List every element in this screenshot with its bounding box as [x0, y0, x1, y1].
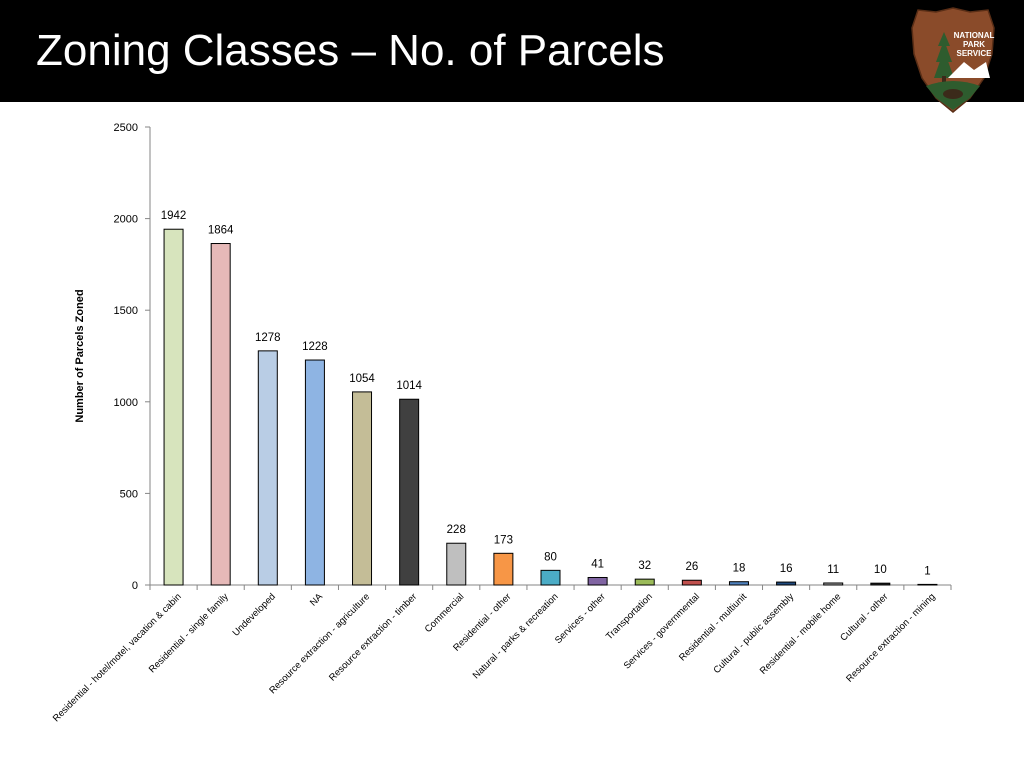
- data-label: 26: [685, 561, 698, 573]
- nps-arrowhead-logo: NATIONAL PARK SERVICE: [911, 7, 995, 113]
- category-label: Resource extraction - timber: [327, 591, 419, 683]
- y-tick-label: 500: [120, 488, 138, 500]
- category-label: Services - other: [553, 591, 608, 646]
- bar: [776, 581, 797, 586]
- y-tick-label: 2500: [114, 122, 138, 134]
- logo-text-park: PARK: [963, 40, 985, 49]
- y-axis-label: Number of Parcels Zoned: [74, 289, 86, 422]
- category-label: Resource extraction - mining: [844, 591, 937, 684]
- category-label: Undeveloped: [231, 591, 278, 638]
- bar: [493, 552, 514, 586]
- data-label: 1014: [396, 380, 422, 392]
- category-label: Transportation: [604, 591, 655, 642]
- data-label: 1864: [208, 225, 234, 237]
- y-axis: 0 500 1000 1500 2000 2500: [114, 122, 952, 592]
- category-label: Residential - mobile home: [758, 591, 843, 676]
- bar: [352, 391, 373, 586]
- bar: [540, 569, 561, 586]
- category-label: NA: [308, 591, 326, 609]
- data-label: 1228: [302, 341, 328, 353]
- bar: [870, 582, 891, 586]
- category-label: Residential - single family: [147, 591, 231, 675]
- bars: [163, 228, 938, 586]
- title-bar: Zoning Classes – No. of Parcels: [0, 0, 1024, 102]
- bar: [257, 350, 278, 586]
- bar: [304, 359, 325, 586]
- category-label: Commercial: [423, 591, 467, 635]
- category-label: Natural - parks & recreation: [471, 591, 561, 681]
- bar: [681, 579, 702, 586]
- data-label: 1: [924, 565, 930, 577]
- data-label: 1278: [255, 332, 281, 344]
- y-tick-label: 1000: [114, 397, 138, 409]
- data-label: 41: [591, 558, 604, 570]
- data-label: 1054: [349, 373, 375, 385]
- data-label: 11: [827, 564, 839, 576]
- category-label: Cultural - other: [838, 591, 890, 643]
- logo-text-service: SERVICE: [957, 49, 993, 58]
- bar: [446, 542, 467, 586]
- bar: [823, 582, 844, 586]
- category-label: Resource extraction - agriculture: [267, 591, 372, 696]
- bar: [587, 576, 608, 586]
- bar: [210, 243, 231, 586]
- bar: [917, 583, 938, 586]
- data-label: 18: [733, 563, 746, 575]
- y-tick-label: 2000: [114, 214, 138, 226]
- data-label: 1942: [161, 210, 187, 222]
- data-label: 80: [544, 551, 557, 563]
- data-label: 228: [447, 524, 466, 536]
- data-label: 16: [780, 563, 793, 575]
- y-tick-label: 0: [132, 580, 138, 592]
- bar: [634, 578, 655, 586]
- bar: [728, 581, 749, 586]
- data-label: 10: [874, 564, 887, 576]
- category-label: Cultural - public assembly: [712, 591, 797, 676]
- logo-text-national: NATIONAL: [954, 31, 995, 40]
- slide-title: Zoning Classes – No. of Parcels: [36, 26, 665, 75]
- category-labels: Residential - hotel/motel, vacation & ca…: [51, 591, 938, 724]
- data-label: 32: [638, 560, 651, 572]
- bar: [399, 398, 420, 586]
- data-labels: 1942 1864 1278 1228 1054 1014 228 173 80 41 32 26 18…: [161, 210, 931, 577]
- y-tick-label: 1500: [114, 305, 138, 317]
- data-label: 173: [494, 534, 513, 546]
- bar: [163, 228, 184, 586]
